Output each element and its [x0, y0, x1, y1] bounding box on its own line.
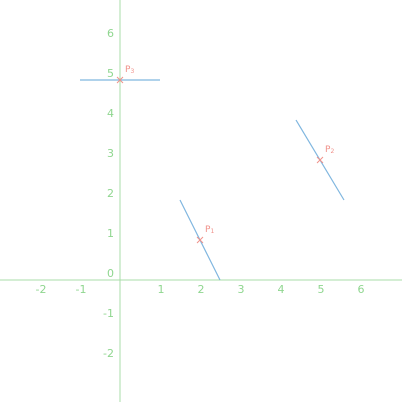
- x-tick-label: 4: [278, 283, 285, 296]
- y-tick-label: 1: [107, 227, 114, 240]
- point-p3: P3: [116, 65, 134, 84]
- point-label-subscript: 3: [130, 68, 134, 75]
- x-tick-label: 3: [238, 283, 245, 296]
- y-tick-label: -2: [103, 347, 114, 360]
- x-tick-label: 2: [198, 283, 205, 296]
- point-marker-stroke-b: [316, 156, 324, 164]
- point-marker-stroke-b: [116, 76, 124, 84]
- point-label-subscript: 1: [210, 228, 214, 235]
- point-label-subscript: 2: [330, 148, 334, 155]
- x-tick-label: -1: [76, 283, 87, 296]
- point-label: P1: [205, 225, 214, 235]
- point-label-letter: P: [205, 225, 211, 235]
- y-tick-label: 2: [107, 187, 114, 200]
- point-marker-stroke-b: [196, 236, 204, 244]
- y-tick-label: 0: [107, 267, 114, 280]
- x-tick-label: -2: [36, 283, 47, 296]
- x-tick-label: 1: [158, 283, 165, 296]
- x-tick-label: 6: [358, 283, 365, 296]
- y-tick-label: 5: [107, 67, 114, 80]
- y-tick-label: -1: [103, 307, 114, 320]
- y-tick-label: 4: [107, 107, 114, 120]
- x-tick-label: 5: [318, 283, 325, 296]
- point-label-letter: P: [325, 145, 331, 155]
- point-p2: P2: [316, 145, 334, 164]
- point-label: P2: [325, 145, 334, 155]
- point-label: P3: [125, 65, 134, 75]
- point-p1: P1: [196, 225, 214, 244]
- y-tick-label: 3: [107, 147, 114, 160]
- point-label-letter: P: [125, 65, 131, 75]
- y-tick-label: 6: [107, 27, 114, 40]
